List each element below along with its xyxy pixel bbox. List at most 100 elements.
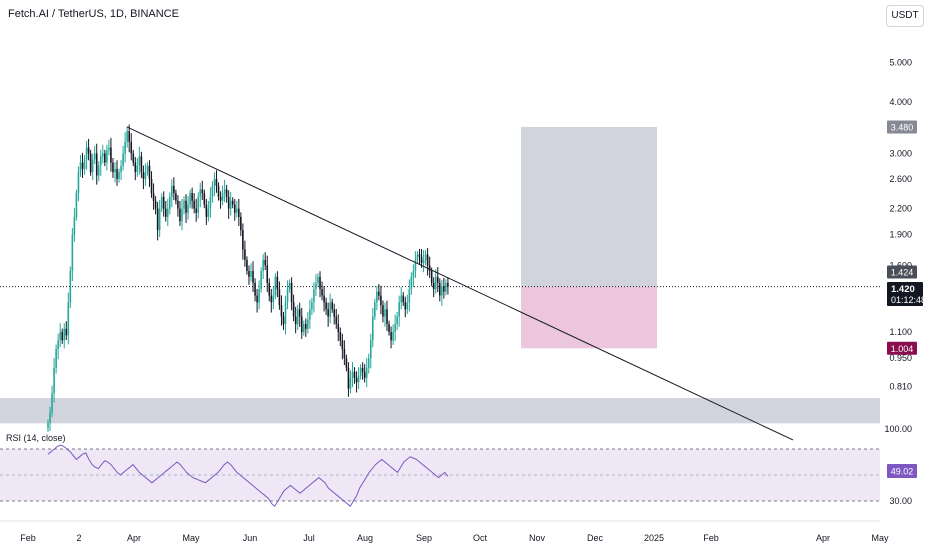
candle-body [130, 141, 133, 154]
candle-body [91, 159, 94, 173]
candle-body [321, 289, 323, 296]
candle-body [359, 367, 362, 376]
candle-body [158, 208, 161, 231]
time-tick-label: Nov [529, 533, 546, 543]
candle-body [345, 358, 348, 368]
candle-body [408, 289, 411, 303]
time-tick-label: Dec [587, 533, 604, 543]
candle-body [177, 200, 179, 209]
symbol-title: Fetch.AI / TetherUS, 1D, BINANCE [8, 8, 179, 20]
candle-body [164, 208, 167, 217]
candle-body [254, 282, 256, 296]
candle-body [77, 172, 80, 194]
candle-body [166, 208, 169, 217]
candle-body [183, 200, 185, 209]
candle-body [286, 289, 289, 303]
current-price-badge-bg [887, 282, 923, 306]
price-tick-label: 1.900 [889, 230, 912, 240]
candle-body [108, 147, 110, 151]
rsi-title: RSI (14, close) [6, 433, 66, 443]
stop-price-badge-bg [887, 341, 917, 355]
candle-body [75, 193, 78, 217]
candle-body [93, 153, 96, 160]
currency-button[interactable]: USDT [886, 5, 924, 27]
candle-body [215, 178, 218, 186]
candle-body [142, 172, 145, 179]
candle-body [327, 309, 329, 317]
candle-body [233, 204, 236, 213]
candle-body [240, 216, 242, 231]
candle-body [300, 316, 303, 333]
support-zone [0, 398, 880, 423]
candle-body [434, 276, 437, 290]
price-tick-label: 5.000 [889, 57, 912, 67]
candle-body [244, 249, 246, 260]
target-price-badge: 3.480 [891, 122, 914, 132]
candle-body [309, 309, 311, 320]
candle-body [282, 316, 285, 325]
candle-body [394, 324, 396, 333]
candle-body [120, 165, 122, 173]
candle-body [382, 305, 384, 317]
candle-body [374, 302, 376, 317]
candle-body [262, 259, 264, 271]
candle-body [67, 302, 70, 336]
price-tick-label: 3.000 [889, 148, 912, 158]
candle-body [418, 254, 421, 257]
candle-body [378, 291, 380, 296]
candle-body [280, 305, 283, 317]
candle-body [372, 316, 374, 341]
candle-body [99, 156, 102, 166]
candle-body [331, 302, 333, 310]
candle-body [89, 153, 92, 173]
time-tick-label: Oct [473, 533, 488, 543]
candle-body [256, 295, 258, 303]
candle-body [126, 131, 128, 142]
candle-body [242, 230, 244, 250]
candle-body [351, 371, 354, 378]
candle-body [223, 189, 226, 194]
candle-body [333, 309, 336, 317]
candle-body [424, 254, 427, 260]
candle-body [140, 156, 143, 173]
price-tick-label: 0.950 [889, 353, 912, 363]
time-tick-label: Feb [703, 533, 719, 543]
candle-body [410, 276, 413, 290]
candle-body [339, 332, 342, 341]
candle-body [441, 286, 443, 296]
candle-body [376, 291, 378, 303]
candle-body [288, 282, 291, 290]
candle-body [380, 295, 382, 306]
prev-price-badge: 1.424 [891, 268, 914, 278]
candle-body [426, 254, 429, 266]
candle-body [311, 302, 313, 310]
candle-body [420, 256, 423, 264]
rsi-series [47, 444, 449, 507]
candle-body [173, 185, 175, 194]
current-price-badge: 1.420 [891, 284, 915, 295]
candle-body [122, 153, 124, 166]
candle-body [250, 270, 252, 277]
candle-body [298, 309, 301, 317]
candle-body [438, 282, 441, 296]
trendline[interactable] [126, 126, 794, 441]
time-tick-label: Jul [303, 533, 315, 543]
price-tick-label: 1.100 [889, 327, 912, 337]
candle-body [402, 295, 405, 303]
candle-body [248, 270, 250, 277]
time-tick-label: Apr [127, 533, 141, 543]
candle-body [406, 302, 409, 310]
candle-body [59, 332, 61, 341]
candle-body [124, 141, 126, 154]
candle-body [347, 367, 350, 389]
time-tick-label: 2 [76, 533, 81, 543]
candle-body [412, 270, 415, 277]
prev-price-badge-bg [887, 265, 917, 279]
time-tick-label: 2025 [644, 533, 664, 543]
candle-body [57, 340, 59, 350]
candle-body [325, 302, 327, 310]
candle-body [63, 328, 66, 341]
candle-body [79, 162, 82, 173]
candle-body [191, 193, 193, 201]
